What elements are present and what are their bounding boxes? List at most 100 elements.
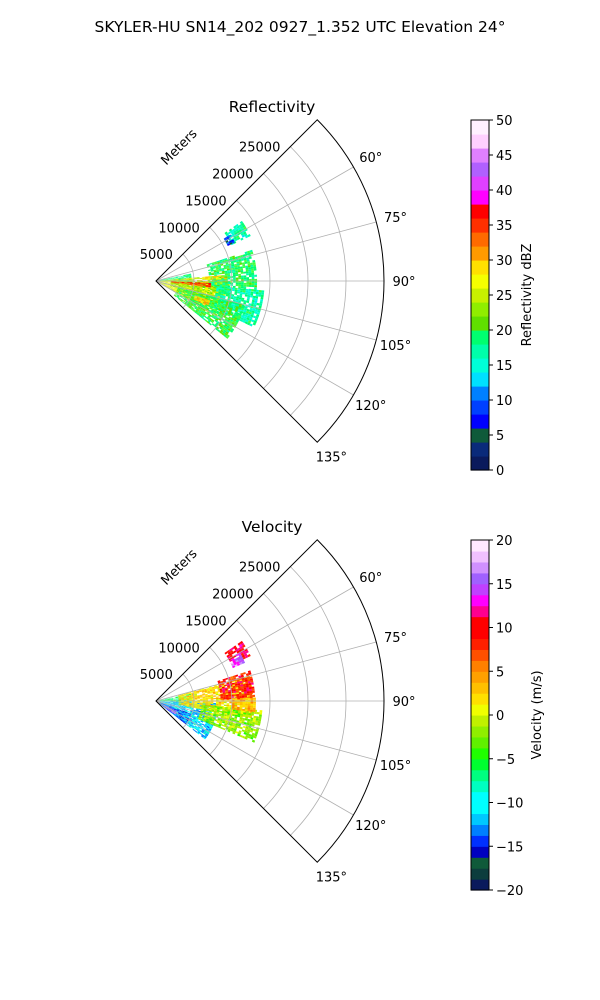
reflectivity-echo-cell <box>217 314 221 318</box>
reflectivity-echo-cell <box>170 277 173 279</box>
reflectivity-echo-cell <box>226 265 230 268</box>
reflectivity-echo-cell <box>215 318 219 321</box>
velocity-echo-cell <box>222 689 226 692</box>
velocity-echo-cell <box>233 690 237 693</box>
reflectivity-echo-cell <box>213 288 216 290</box>
velocity-echo-cell <box>244 653 248 657</box>
velocity-echo-cell <box>240 712 244 715</box>
reflectivity-echo-cell <box>223 291 227 294</box>
reflectivity-echo-cell <box>227 287 230 290</box>
velocity-echo-cell <box>213 697 217 700</box>
reflectivity-echo-cell <box>232 270 236 273</box>
velocity-echo-cell <box>204 734 208 738</box>
velocity-echo-cell <box>161 703 165 705</box>
velocity-echo-cell <box>250 680 254 683</box>
reflectivity-echo-cell <box>225 331 229 335</box>
reflectivity-echo-cell <box>173 283 177 284</box>
reflectivity-echo-cell <box>179 282 182 283</box>
reflectivity-echo-cell <box>161 283 165 286</box>
reflectivity-echo-cell <box>203 282 206 284</box>
velocity-echo-cell <box>161 704 164 707</box>
velocity-echo-cell <box>239 655 243 659</box>
velocity-colorbar-swatch <box>471 572 489 585</box>
velocity-echo-cell <box>231 682 235 685</box>
reflectivity-echo-cell <box>199 298 203 300</box>
reflectivity-echo-cell <box>227 317 231 321</box>
velocity-echo-cell <box>203 731 207 734</box>
reflectivity-echo-cell <box>254 285 257 288</box>
velocity-echo-cell <box>250 734 255 738</box>
velocity-echo-cell <box>200 718 204 721</box>
velocity-echo-cell <box>204 689 208 692</box>
reflectivity-echo-cell <box>173 289 177 292</box>
reflectivity-echo-cell <box>227 274 231 277</box>
reflectivity-colorbar-tick-45: 45 <box>496 149 513 164</box>
velocity-echo-cell <box>186 697 190 699</box>
velocity-echo-cell <box>243 687 247 690</box>
reflectivity-echo-cell <box>215 265 219 268</box>
reflectivity-echo-cell <box>196 278 200 280</box>
reflectivity-echo-cell <box>226 288 230 291</box>
reflectivity-echo-cell <box>224 257 228 261</box>
velocity-echo-cell <box>181 711 185 713</box>
reflectivity-echo-cell <box>211 273 215 276</box>
velocity-echo-cell <box>242 680 246 683</box>
velocity-echo-cell <box>159 701 163 703</box>
velocity-echo-cell <box>247 735 251 739</box>
velocity-echo-cell <box>228 726 232 730</box>
reflectivity-echo-cell <box>197 282 201 284</box>
velocity-echo-cell <box>226 685 230 688</box>
velocity-echo-cell <box>167 709 170 712</box>
reflectivity-echo-cell <box>181 286 184 288</box>
velocity-echo-cell <box>218 714 222 717</box>
velocity-echo-cell <box>161 703 165 705</box>
reflectivity-echo-cell <box>244 233 248 237</box>
reflectivity-echo-cell <box>184 291 188 293</box>
velocity-echo-cell <box>207 723 211 727</box>
reflectivity-echo-cell <box>165 279 168 281</box>
reflectivity-echo-cell <box>231 262 235 265</box>
velocity-echo-cell <box>188 705 192 707</box>
velocity-echo-cell <box>210 712 214 715</box>
reflectivity-echo-cell <box>232 287 236 290</box>
reflectivity-echo-cell <box>240 269 244 273</box>
reflectivity-echo-cell <box>233 296 237 299</box>
velocity-echo-cell <box>222 680 226 683</box>
velocity-echo-cell <box>162 701 166 703</box>
velocity-echo-cell <box>200 702 203 704</box>
reflectivity-echo-cell <box>234 287 238 290</box>
reflectivity-echo-cell <box>221 276 224 279</box>
velocity-echo-cell <box>249 676 253 679</box>
reflectivity-echo-cell <box>253 320 257 324</box>
velocity-echo-cell <box>247 718 251 722</box>
velocity-echo-cell <box>239 697 243 700</box>
reflectivity-echo-cell <box>208 283 212 286</box>
velocity-echo-cell <box>186 713 190 716</box>
velocity-echo-cell <box>231 707 235 710</box>
reflectivity-echo-cell <box>237 255 241 259</box>
reflectivity-echo-cell <box>191 295 195 298</box>
velocity-echo-cell <box>197 699 201 701</box>
reflectivity-colorbar-swatch <box>471 428 489 443</box>
velocity-echo-cell <box>197 705 200 707</box>
velocity-colorbar-swatch <box>471 693 489 705</box>
velocity-echo-cell <box>175 697 179 699</box>
reflectivity-colorbar-swatch <box>471 442 489 457</box>
reflectivity-echo-cell <box>207 299 211 302</box>
reflectivity-echo-cell <box>177 289 180 291</box>
velocity-echo-cell <box>233 662 237 666</box>
reflectivity-echo-cell <box>208 286 211 288</box>
reflectivity-echo-cell <box>232 274 236 277</box>
velocity-echo-cell <box>202 702 206 704</box>
velocity-echo-cell <box>252 719 256 723</box>
reflectivity-echo-cell <box>186 287 190 289</box>
velocity-echo-cell <box>221 713 225 716</box>
velocity-echo-cell <box>171 707 175 710</box>
reflectivity-colorbar-swatch <box>471 386 489 401</box>
reflectivity-echo-cell <box>159 282 162 284</box>
reflectivity-echo-cell <box>185 296 188 299</box>
velocity-echo-cell <box>194 720 198 724</box>
velocity-echo-cell <box>181 702 185 704</box>
reflectivity-echo-cell <box>217 301 221 305</box>
velocity-echo-cell <box>253 701 256 704</box>
